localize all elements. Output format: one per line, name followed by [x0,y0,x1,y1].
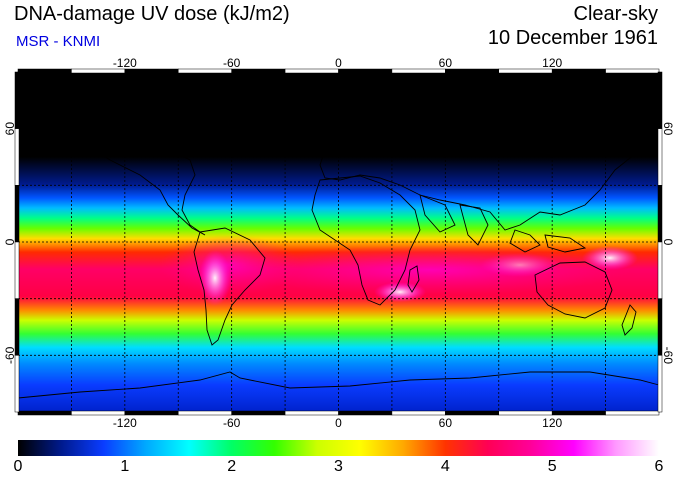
lon-tick-bottom: 0 [335,416,342,430]
frame-segment [14,185,20,243]
colorbar-tick-label: 2 [227,458,237,475]
frame-segment [231,410,286,416]
frame-segment [657,185,663,243]
map-title: DNA-damage UV dose (kJ/m2) [14,3,290,25]
date-label: 10 December 1961 [487,27,658,49]
coastline-africa [311,175,421,306]
coastline-southeast-asia [509,229,587,253]
frame-segment [124,410,179,416]
lon-tick-bottom: -120 [113,416,137,430]
frame-segment [657,71,663,129]
frame-segment [338,410,393,416]
lon-tick-bottom: 60 [439,416,453,430]
coastline-greenland [244,94,316,151]
lon-tick-top: 0 [335,56,342,70]
coastlines [17,94,660,399]
coastline-south-america [193,227,266,346]
frame-segment [605,410,660,416]
colorbar-tick-label: 0 [13,458,23,475]
frame-segment [657,355,663,413]
frame-segment [338,68,393,74]
frame-segment [17,68,72,74]
lat-tick-right: 0 [661,239,675,246]
frame-segment [14,241,20,299]
colorbar-tick-label: 1 [120,458,130,475]
frame-segment [284,410,339,416]
frame-segment [657,128,663,186]
lat-tick-right: -60 [661,347,675,365]
frame-segment [445,68,500,74]
colorbar-tick-label: 5 [547,458,557,475]
sky-mode-label: Clear-sky [573,3,658,25]
frame-segment [71,410,126,416]
frame-segment [284,68,339,74]
coastline-antarctica [17,371,660,399]
frame-segment [498,410,553,416]
lon-tick-top: -60 [223,56,241,70]
coastline-europe-asia [319,104,656,231]
axis-labels: -120 -120 -60 -60 0 0 60 60 120 120 60 0 -60 60 0 -60 [3,56,675,430]
source-label: MSR - KNMI [16,33,101,50]
colorbar-tick-label: 6 [654,458,664,475]
graticule [18,72,659,412]
frame-segment [391,68,446,74]
coastline-australia [534,261,613,319]
colorbar [18,440,659,456]
coastline-new-zealand [621,304,637,336]
frame-segment [178,410,232,416]
frame-segment [14,355,20,413]
frame-segment [17,410,72,416]
lon-tick-top: 60 [439,56,453,70]
lon-tick-top: 120 [542,56,562,70]
lat-tick-left: 0 [3,238,17,245]
lon-tick-bottom: -60 [223,416,241,430]
colorbar-tick-label: 4 [440,458,450,475]
lat-tick-left: 60 [3,122,17,136]
map-frame [14,68,663,416]
colorbar-tick-label: 3 [334,458,343,475]
lat-tick-right: 60 [661,122,675,136]
frame-segment [14,71,20,129]
coastline-arabia-india [419,194,489,246]
lat-tick-left: -60 [3,346,17,364]
coastline-madagascar [407,265,420,293]
frame-segment [551,410,606,416]
frame-segment [445,410,500,416]
lon-tick-top: -120 [113,56,137,70]
frame-segment [391,410,446,416]
lon-tick-bottom: 120 [542,416,562,430]
frame-segment [605,68,660,74]
frame-segment [14,128,20,186]
frame-segment [657,241,663,299]
